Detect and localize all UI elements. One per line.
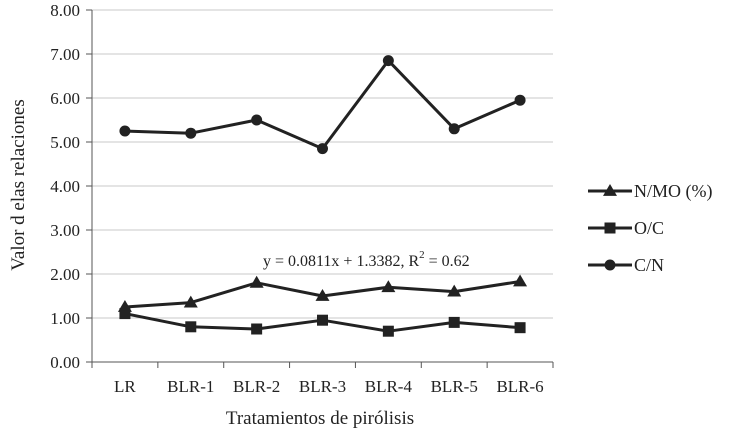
- legend-item-o-c: O/C: [588, 218, 664, 238]
- gridlines: [92, 9, 553, 319]
- point-c-n-LR: [119, 125, 131, 137]
- legend: N/MO (%) O/C C/N: [588, 181, 713, 275]
- point-n-mo-BLR-3: [315, 289, 330, 301]
- axes: [86, 9, 554, 368]
- series-o-c: [119, 308, 526, 337]
- y-tick-label-0.00: 0.00: [50, 353, 80, 372]
- legend-label-o-c: O/C: [634, 218, 664, 238]
- point-o-c-BLR-3: [317, 314, 328, 326]
- point-c-n-BLR-5: [448, 123, 460, 135]
- point-n-mo-BLR-1: [183, 295, 198, 308]
- legend-item-n-mo: N/MO (%): [588, 181, 713, 202]
- legend-item-c-n: C/N: [588, 255, 664, 275]
- regression-annotation: y = 0.0811x + 1.3382, R2 = 0.62: [263, 249, 470, 270]
- point-c-n-BLR-2: [251, 114, 263, 126]
- point-o-c-BLR-4: [382, 325, 394, 337]
- legend-marker-o-c: [604, 222, 616, 234]
- point-c-n-BLR-3: [317, 143, 328, 155]
- series-c-n: [119, 55, 526, 155]
- x-tick-label-BLR-5: BLR-5: [431, 377, 478, 396]
- y-tick-label-5.00: 5.00: [50, 133, 80, 152]
- x-tick-label-BLR-6: BLR-6: [496, 377, 543, 396]
- y-tick-label-3.00: 3.00: [50, 221, 80, 240]
- point-n-mo-BLR-4: [381, 280, 396, 293]
- y-tick-label-4.00: 4.00: [50, 177, 80, 196]
- point-n-mo-BLR-5: [447, 284, 462, 297]
- point-n-mo-BLR-2: [249, 275, 264, 288]
- legend-label-c-n: C/N: [634, 255, 664, 275]
- point-o-c-BLR-1: [185, 321, 197, 333]
- y-tick-label-1.00: 1.00: [50, 309, 80, 328]
- y-tick-label-6.00: 6.00: [50, 89, 80, 108]
- point-o-c-BLR-6: [514, 322, 526, 334]
- x-tick-label-BLR-4: BLR-4: [365, 377, 413, 396]
- y-tick-label-8.00: 8.00: [50, 1, 80, 20]
- x-tick-labels: LR BLR-1 BLR-2 BLR-3 BLR-4 BLR-5 BLR-6: [114, 377, 544, 396]
- point-c-n-BLR-4: [382, 55, 394, 67]
- x-tick-label-BLR-3: BLR-3: [299, 377, 346, 396]
- point-o-c-BLR-5: [448, 316, 460, 328]
- x-tick-label-BLR-1: BLR-1: [167, 377, 214, 396]
- point-c-n-BLR-6: [514, 94, 526, 106]
- series-group: [117, 55, 528, 337]
- y-tick-label-7.00: 7.00: [50, 45, 80, 64]
- y-tick-label-2.00: 2.00: [50, 265, 80, 284]
- point-n-mo-BLR-6: [513, 274, 528, 287]
- legend-marker-n-mo: [603, 184, 617, 196]
- y-tick-labels: 0.00 1.00 2.00 3.00 4.00 5.00 6.00 7.00 8.00: [50, 1, 80, 372]
- legend-label-n-mo: N/MO (%): [634, 181, 713, 202]
- series-line-c-n: [124, 59, 521, 151]
- series-n-mo: [117, 274, 528, 312]
- x-axis-title: Tratamientos de pirólisis: [226, 408, 414, 429]
- y-axis-title: Valor d elas relaciones: [8, 99, 29, 270]
- point-o-c-BLR-2: [251, 323, 263, 335]
- legend-marker-c-n: [604, 259, 616, 271]
- point-o-c-LR: [119, 308, 131, 320]
- x-tick-label-LR: LR: [114, 377, 136, 396]
- x-tick-label-BLR-2: BLR-2: [233, 377, 280, 396]
- point-c-n-BLR-1: [185, 127, 197, 139]
